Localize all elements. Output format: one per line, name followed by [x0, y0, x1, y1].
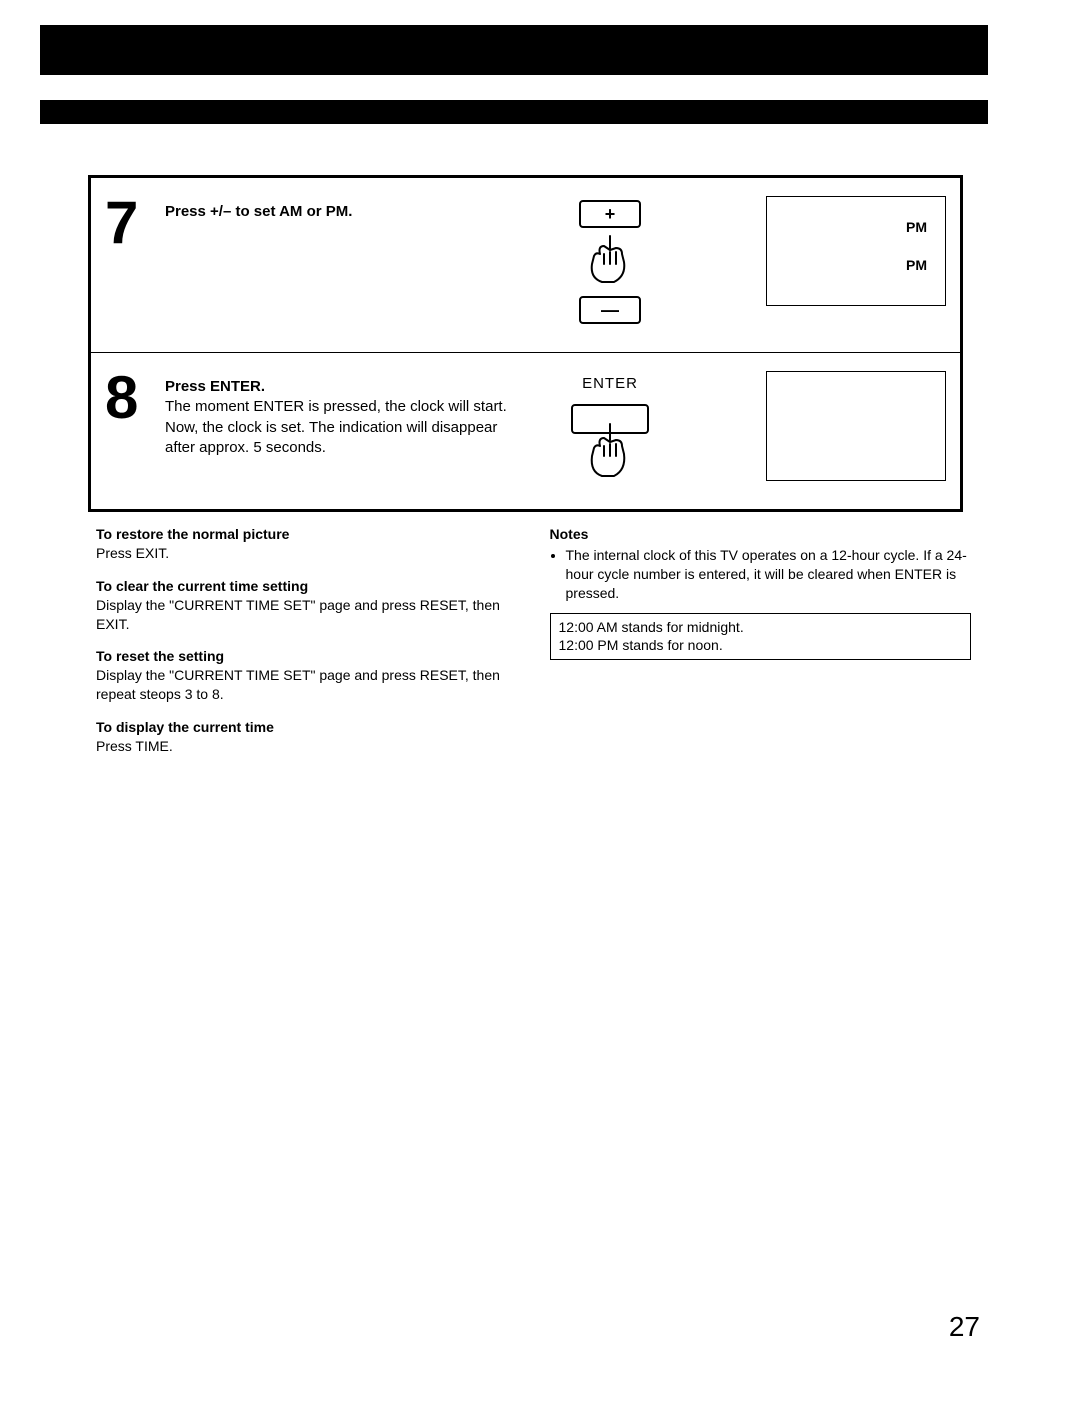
notes-item-1: The internal clock of this TV operates o…	[566, 546, 972, 603]
display-line-2: PM	[906, 257, 927, 273]
step-7-display: PM PM	[766, 196, 946, 306]
header-bar-2	[40, 100, 988, 124]
plus-button: +	[579, 200, 641, 228]
step-8-illustration: ENTER	[520, 371, 700, 481]
note-clear: To clear the current time setting Displa…	[96, 577, 518, 634]
step-8-text: Press ENTER. The moment ENTER is pressed…	[165, 371, 520, 481]
notes-list: The internal clock of this TV operates o…	[550, 546, 972, 603]
notes-heading: Notes	[550, 525, 972, 544]
enter-label: ENTER	[582, 375, 638, 392]
pointing-hand-icon	[580, 422, 640, 480]
note-reset: To reset the setting Display the "CURREN…	[96, 647, 518, 704]
note-clear-heading: To clear the current time setting	[96, 577, 518, 596]
lower-right-column: Notes The internal clock of this TV oper…	[550, 525, 972, 770]
step-8-row: 8 Press ENTER. The moment ENTER is press…	[91, 352, 960, 509]
note-display-body: Press TIME.	[96, 737, 518, 756]
time-definitions-box: 12:00 AM stands for midnight.12:00 PM st…	[550, 613, 972, 661]
step-7-illustration: + —	[520, 196, 700, 324]
lower-notes-area: To restore the normal picture Press EXIT…	[96, 525, 971, 770]
steps-panel: 7 Press +/– to set AM or PM. + — PM PM 8…	[88, 175, 963, 512]
note-display: To display the current time Press TIME.	[96, 718, 518, 756]
step-8-display	[766, 371, 946, 481]
step-7-row: 7 Press +/– to set AM or PM. + — PM PM	[91, 178, 960, 352]
step-7-text: Press +/– to set AM or PM.	[165, 196, 520, 324]
pointing-hand-icon	[580, 232, 640, 286]
page-number: 27	[949, 1311, 980, 1343]
step-8-title: Press ENTER.	[165, 378, 265, 395]
step-8-body: The moment ENTER is pressed, the clock w…	[165, 398, 507, 456]
note-restore-body: Press EXIT.	[96, 544, 518, 563]
note-reset-body: Display the "CURRENT TIME SET" page and …	[96, 666, 518, 704]
note-reset-heading: To reset the setting	[96, 647, 518, 666]
note-clear-body: Display the "CURRENT TIME SET" page and …	[96, 596, 518, 634]
display-line-1: PM	[906, 219, 927, 235]
step-7-number: 7	[105, 196, 165, 324]
note-display-heading: To display the current time	[96, 718, 518, 737]
note-restore: To restore the normal picture Press EXIT…	[96, 525, 518, 563]
note-restore-heading: To restore the normal picture	[96, 525, 518, 544]
lower-left-column: To restore the normal picture Press EXIT…	[96, 525, 518, 770]
step-7-title: Press +/– to set AM or PM.	[165, 203, 352, 220]
step-8-number: 8	[105, 371, 165, 481]
minus-button: —	[579, 296, 641, 324]
header-bar-1	[40, 25, 988, 75]
